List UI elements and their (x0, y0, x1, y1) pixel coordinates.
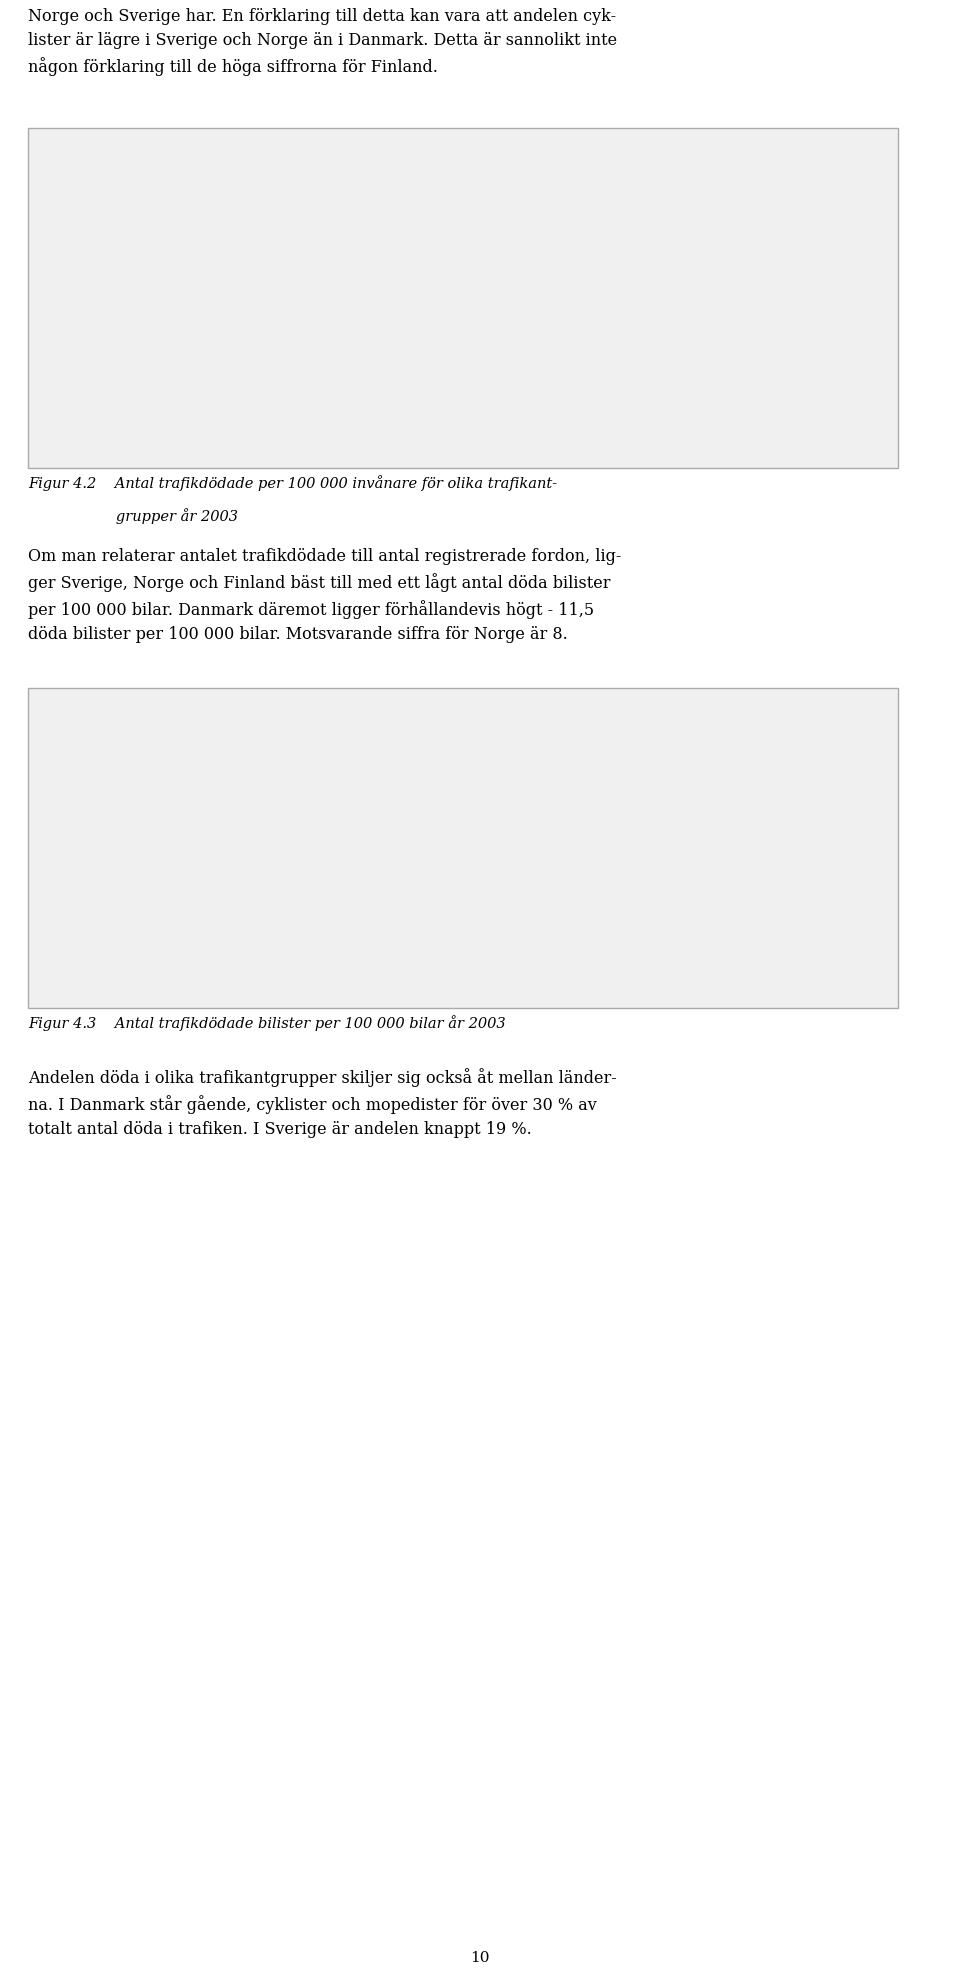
Bar (160, 336, 197, 435)
Text: NOR: NOR (794, 314, 828, 328)
Text: FIN: FIN (794, 256, 821, 270)
Text: Figur 4.3    Antal trafikdödade bilister per 100 000 bilar år 2003: Figur 4.3 Antal trafikdödade bilister pe… (28, 1016, 506, 1032)
Bar (623, 404, 660, 435)
Bar (159, 769, 243, 978)
Bar (233, 384, 269, 435)
Bar (588, 414, 623, 435)
Bar (446, 239, 483, 435)
Title: Antal döda / 100 000 invånare: Antal döda / 100 000 invånare (258, 143, 562, 161)
Text: Om man relaterar antalet trafikdödade till antal registrerade fordon, lig-
ger S: Om man relaterar antalet trafikdödade ti… (28, 549, 621, 644)
Bar (410, 247, 446, 435)
Text: Norge och Sverige har. En förklaring till detta kan vara att andelen cyk-
lister: Norge och Sverige har. En förklaring til… (28, 8, 617, 76)
Text: DK: DK (794, 199, 815, 213)
Bar (124, 314, 160, 435)
Text: grupper år 2003: grupper år 2003 (28, 509, 238, 525)
Bar (717, 827, 801, 978)
Title: Antal döda bilister/ 100 000 bilar: Antal döda bilister/ 100 000 bilar (312, 706, 648, 724)
Bar (757, 185, 786, 225)
Bar (660, 408, 696, 435)
Text: 10: 10 (470, 1950, 490, 1964)
Bar (531, 835, 614, 978)
Bar (551, 410, 588, 435)
Bar (346, 817, 429, 978)
Bar (757, 300, 786, 340)
Bar (757, 243, 786, 282)
Bar (373, 229, 410, 435)
Text: SWE: SWE (794, 370, 828, 384)
Bar (757, 358, 786, 398)
Text: Figur 4.2    Antal trafikdödade per 100 000 invånare för olika trafikant-: Figur 4.2 Antal trafikdödade per 100 000… (28, 475, 557, 491)
Text: Andelen döda i olika trafikantgrupper skiljer sig också åt mellan länder-
na. I : Andelen döda i olika trafikantgrupper sk… (28, 1068, 616, 1139)
Bar (338, 211, 373, 435)
Bar (197, 382, 233, 435)
